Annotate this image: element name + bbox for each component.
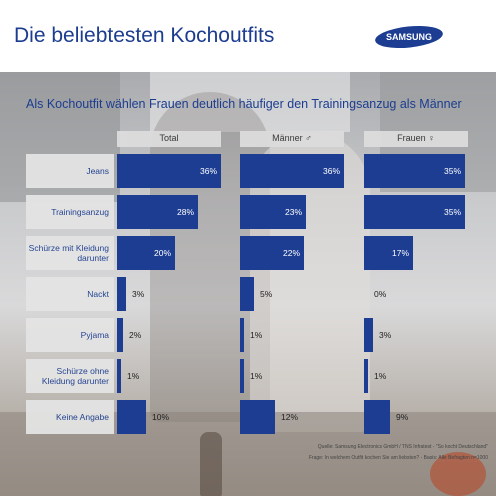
category-label-text: Schürze ohne Kleidung darunter [41, 366, 109, 386]
logo-text: SAMSUNG [386, 32, 432, 42]
category-label: Schürze ohne Kleidung darunter [26, 359, 114, 393]
bar [240, 318, 244, 352]
value-label: 1% [250, 371, 263, 381]
page-title: Die beliebtesten Kochoutfits [14, 24, 275, 47]
bar [364, 400, 390, 434]
category-label-text: Nackt [87, 289, 109, 299]
value-label: 17% [391, 248, 409, 258]
bar [240, 277, 254, 311]
category-label: Keine Angabe [26, 400, 114, 434]
column-header: Frauen ♀ [364, 131, 468, 147]
chart-title-band: Als Kochoutfit wählen Frauen deutlich hä… [0, 94, 496, 116]
bar [240, 195, 306, 229]
value-label: 9% [396, 412, 409, 422]
category-label: Trainingsanzug [26, 195, 114, 229]
samsung-logo: SAMSUNG [375, 25, 443, 49]
photo-fruit [430, 452, 486, 496]
bar [240, 359, 244, 393]
value-label: 23% [284, 207, 302, 217]
category-label: Schürze mit Kleidung darunter [26, 236, 114, 270]
category-label-text: Schürze mit Kleidung darunter [28, 243, 109, 263]
bar [240, 400, 275, 434]
category-label-text: Trainingsanzug [51, 207, 109, 217]
column-header: Total [117, 131, 221, 147]
chart-title: Als Kochoutfit wählen Frauen deutlich hä… [26, 97, 462, 111]
value-label: 1% [250, 330, 263, 340]
column-header: Männer ♂ [240, 131, 344, 147]
value-label: 5% [260, 289, 273, 299]
bar [117, 400, 146, 434]
bar [364, 154, 465, 188]
category-label-text: Keine Angabe [56, 412, 109, 422]
bar [117, 359, 121, 393]
value-label: 22% [282, 248, 300, 258]
value-label: 28% [176, 207, 194, 217]
bar [364, 359, 368, 393]
value-label: 3% [379, 330, 392, 340]
value-label: 36% [199, 166, 217, 176]
value-label: 12% [281, 412, 299, 422]
bar [240, 236, 304, 270]
column-header-label: Männer ♂ [272, 133, 312, 143]
source-note: Quelle: Samsung Electronics GmbH / TNS I… [317, 444, 488, 450]
bar [117, 318, 123, 352]
value-label: 35% [443, 166, 461, 176]
value-label: 36% [322, 166, 340, 176]
category-label-text: Jeans [86, 166, 109, 176]
bar [117, 195, 198, 229]
bar [364, 195, 465, 229]
category-label: Pyjama [26, 318, 114, 352]
value-label: 3% [132, 289, 145, 299]
category-label: Nackt [26, 277, 114, 311]
value-label: 2% [129, 330, 142, 340]
bar [240, 154, 344, 188]
photo-window [150, 72, 350, 132]
bar [117, 236, 175, 270]
category-label-text: Pyjama [80, 330, 109, 340]
photo-bottle [200, 432, 222, 496]
value-label: 10% [152, 412, 170, 422]
question-note: Frage: In welchem Outfit kochen Sie am l… [308, 455, 488, 461]
header: Die beliebtesten Kochoutfits SAMSUNG [0, 0, 496, 72]
bar [117, 154, 221, 188]
bar [364, 236, 413, 270]
value-label: 1% [127, 371, 140, 381]
column-header-label: Total [159, 133, 179, 143]
value-label: 1% [374, 371, 387, 381]
column-header-label: Frauen ♀ [397, 133, 435, 143]
value-label: 20% [153, 248, 171, 258]
bar [117, 277, 126, 311]
value-label: 0% [374, 289, 387, 299]
category-label: Jeans [26, 154, 114, 188]
bar [364, 318, 373, 352]
value-label: 35% [443, 207, 461, 217]
